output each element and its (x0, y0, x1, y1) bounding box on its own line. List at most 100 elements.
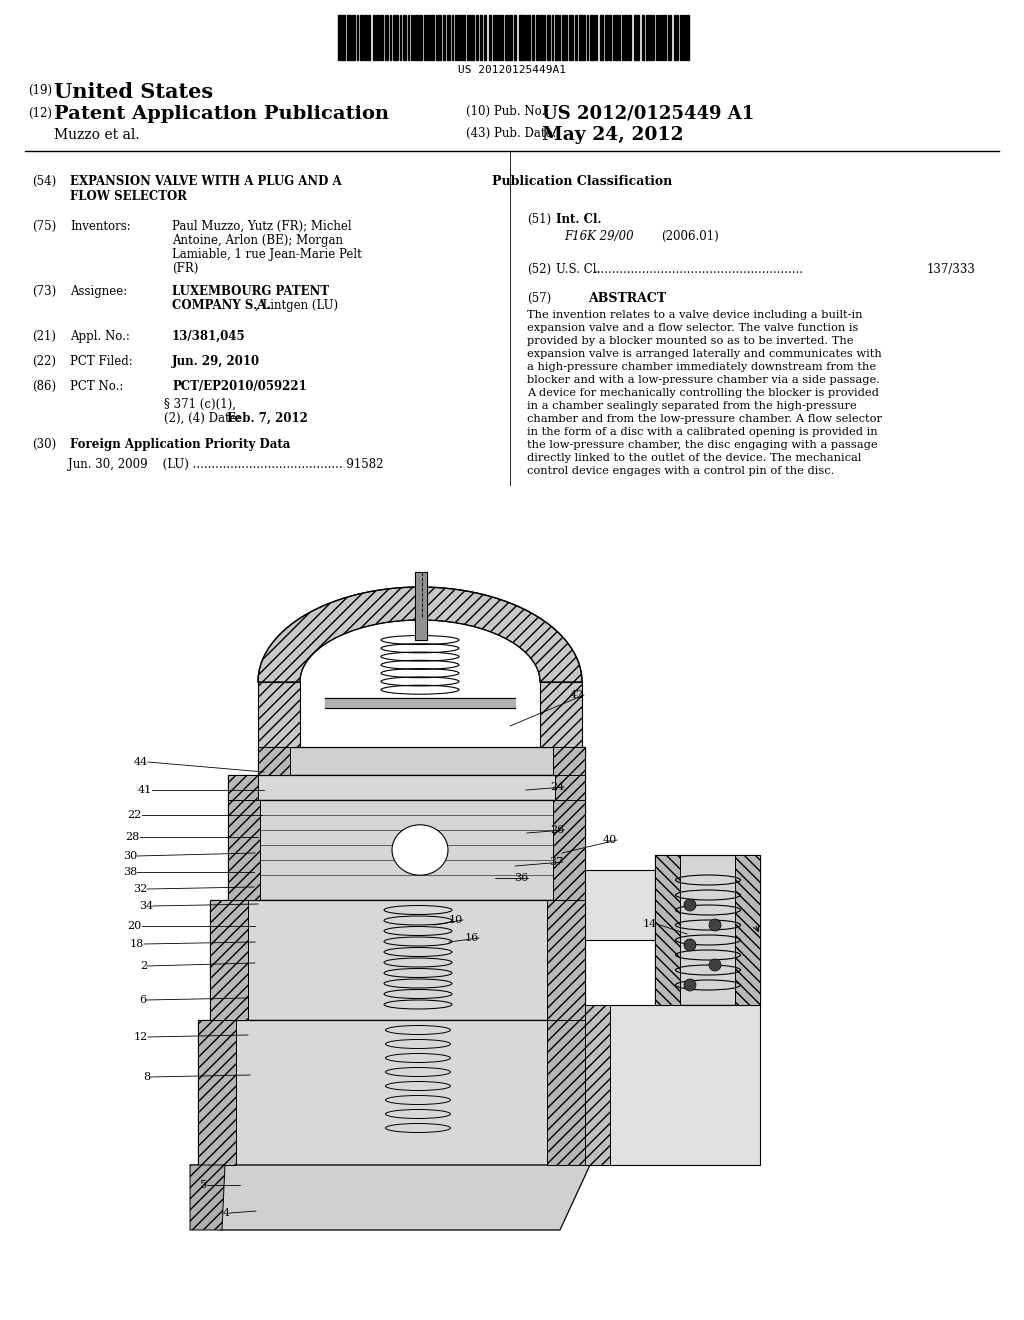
Bar (472, 15, 474, 59)
Text: § 371 (c)(1),: § 371 (c)(1), (164, 399, 236, 411)
Bar (562, 15, 563, 59)
Text: May 24, 2012: May 24, 2012 (542, 125, 683, 144)
Text: F16K 29/00: F16K 29/00 (564, 230, 634, 243)
Text: 137/333: 137/333 (926, 263, 975, 276)
Bar (228, 800, 585, 900)
Bar (347, 15, 350, 59)
Text: 14: 14 (643, 919, 657, 929)
Text: LUXEMBOURG PATENT: LUXEMBOURG PATENT (172, 285, 329, 298)
Bar (484, 15, 486, 59)
Polygon shape (655, 855, 680, 1005)
Bar (688, 15, 689, 59)
Bar (452, 15, 454, 59)
Text: EXPANSION VALVE WITH A PLUG AND A: EXPANSION VALVE WITH A PLUG AND A (70, 176, 342, 187)
Bar (368, 15, 371, 59)
Bar (258, 747, 585, 775)
Bar (674, 15, 676, 59)
Bar (527, 15, 530, 59)
Bar (552, 15, 553, 59)
Text: (43) Pub. Date:: (43) Pub. Date: (466, 127, 556, 140)
Bar (609, 15, 611, 59)
Polygon shape (228, 775, 258, 800)
Text: 34: 34 (138, 902, 153, 911)
Bar (649, 15, 652, 59)
Text: Paul Muzzo, Yutz (FR); Michel: Paul Muzzo, Yutz (FR); Michel (172, 220, 351, 234)
Bar (532, 15, 535, 59)
Bar (443, 15, 444, 59)
Text: The invention relates to a valve device including a built-in: The invention relates to a valve device … (527, 310, 862, 319)
Text: 2: 2 (140, 961, 147, 972)
Polygon shape (258, 682, 300, 747)
Ellipse shape (709, 960, 721, 972)
Bar (447, 15, 450, 59)
Bar (600, 15, 602, 59)
Polygon shape (228, 800, 260, 900)
Bar (665, 15, 666, 59)
Bar (547, 15, 550, 59)
Text: 16: 16 (465, 933, 479, 942)
Bar (456, 15, 458, 59)
Text: 10: 10 (449, 915, 463, 925)
Text: US 20120125449A1: US 20120125449A1 (458, 65, 566, 75)
Text: (30): (30) (32, 438, 56, 451)
Bar (625, 15, 628, 59)
Bar (629, 15, 632, 59)
Text: chamber and from the low-pressure chamber. A flow selector: chamber and from the low-pressure chambe… (527, 414, 882, 424)
Text: (12): (12) (28, 107, 52, 120)
Polygon shape (258, 587, 582, 682)
Text: Patent Application Publication: Patent Application Publication (54, 106, 389, 123)
Text: 32: 32 (133, 884, 147, 894)
Bar (416, 15, 418, 59)
Bar (622, 15, 624, 59)
Polygon shape (735, 855, 760, 1005)
Text: 22: 22 (128, 810, 142, 820)
Bar (646, 15, 649, 59)
Text: (2006.01): (2006.01) (662, 230, 719, 243)
Text: Appl. No.:: Appl. No.: (70, 330, 130, 343)
Text: in the form of a disc with a calibrated opening is provided in: in the form of a disc with a calibrated … (527, 426, 878, 437)
Polygon shape (585, 1005, 610, 1166)
Text: COMPANY S.A.: COMPANY S.A. (172, 300, 270, 312)
Text: a high-pressure chamber immediately downstream from the: a high-pressure chamber immediately down… (527, 362, 877, 372)
Bar (419, 15, 422, 59)
Ellipse shape (392, 825, 449, 875)
Text: FLOW SELECTOR: FLOW SELECTOR (70, 190, 187, 203)
Text: Int. Cl.: Int. Cl. (556, 213, 601, 226)
Bar (580, 15, 583, 59)
Text: (51): (51) (527, 213, 551, 226)
Bar (587, 15, 588, 59)
Bar (210, 900, 585, 1020)
Bar (499, 15, 500, 59)
Polygon shape (553, 800, 585, 900)
Text: Assignee:: Assignee: (70, 285, 127, 298)
Bar (480, 15, 482, 59)
Text: U.S. Cl.: U.S. Cl. (556, 263, 600, 276)
Text: 5: 5 (200, 1180, 207, 1191)
Bar (514, 15, 516, 59)
Bar (431, 15, 434, 59)
Text: 18: 18 (130, 939, 144, 949)
Polygon shape (210, 900, 248, 1020)
Text: PCT No.:: PCT No.: (70, 380, 123, 393)
Bar (476, 15, 478, 59)
Text: 44: 44 (134, 756, 148, 767)
Text: 28: 28 (126, 832, 140, 842)
Bar (495, 15, 497, 59)
Text: 20: 20 (128, 921, 142, 931)
Bar (338, 15, 341, 59)
Ellipse shape (684, 939, 696, 950)
Text: (10) Pub. No.:: (10) Pub. No.: (466, 106, 549, 117)
Text: in a chamber sealingly separated from the high-pressure: in a chamber sealingly separated from th… (527, 401, 857, 411)
Bar (574, 15, 578, 59)
Polygon shape (198, 1020, 236, 1166)
Text: 41: 41 (138, 785, 152, 795)
Text: 24: 24 (550, 781, 564, 792)
Polygon shape (547, 900, 585, 1020)
Bar (540, 15, 543, 59)
Text: 36: 36 (514, 873, 528, 883)
Bar (680, 15, 682, 59)
Text: Antoine, Arlon (BE); Morgan: Antoine, Arlon (BE); Morgan (172, 234, 343, 247)
Text: provided by a blocker mounted so as to be inverted. The: provided by a blocker mounted so as to b… (527, 337, 853, 346)
Text: United States: United States (54, 82, 213, 102)
Text: PCT/EP2010/059221: PCT/EP2010/059221 (172, 380, 307, 393)
